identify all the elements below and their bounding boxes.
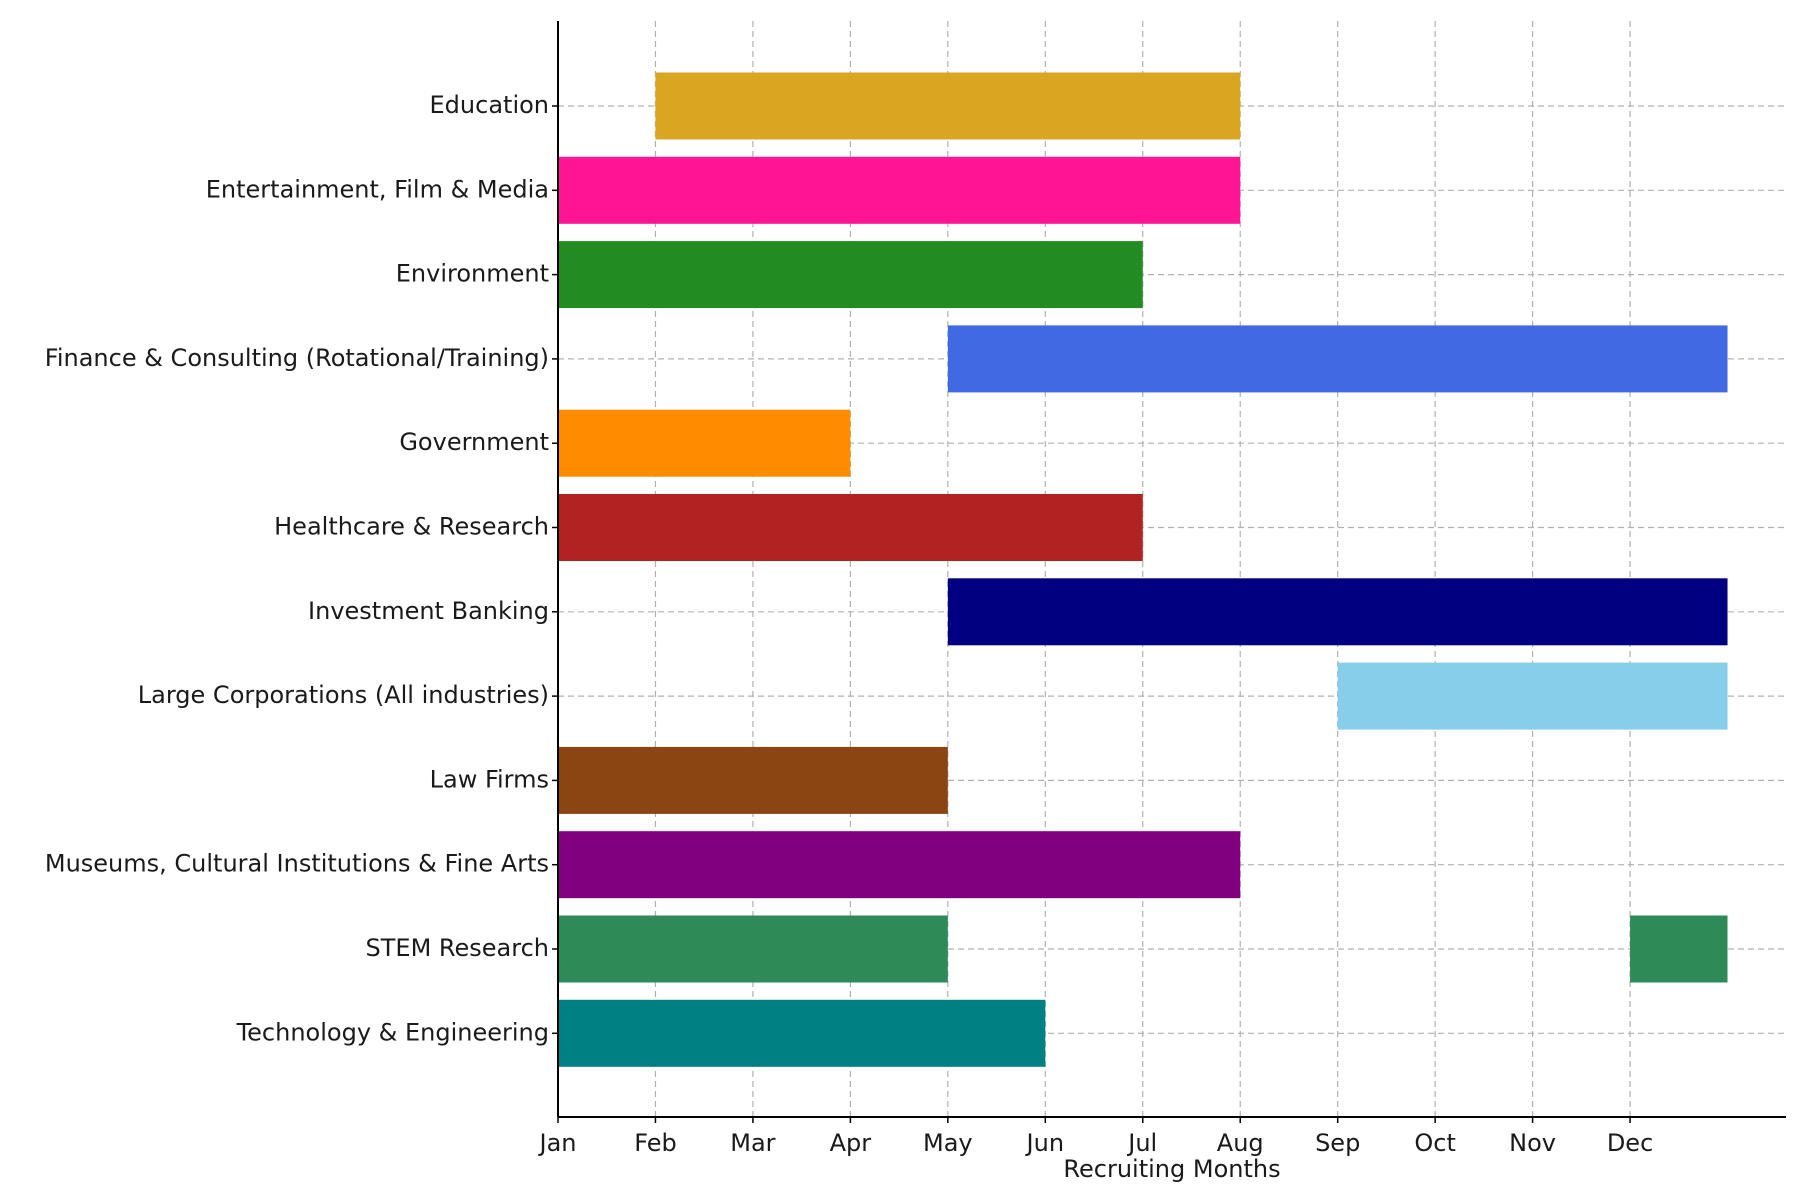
bar-technology-engineering-jan xyxy=(558,999,1046,1067)
y-tick-label-finance-consulting-rotational-training: Finance & Consulting (Rotational/Trainin… xyxy=(45,344,549,372)
x-tick-label-nov: Nov xyxy=(1509,1129,1556,1157)
bar-large-corporations-all-industries-sep xyxy=(1337,662,1728,730)
bar-museums-cultural-institutions-fine-arts-jan xyxy=(558,831,1241,899)
bar-investment-banking-may xyxy=(947,578,1728,646)
axes xyxy=(557,21,1786,1118)
y-tick-labels: Education Entertainment, Film & Media Envi… xyxy=(45,91,558,1046)
y-tick-label-museums-cultural-institutions-fine-arts: Museums, Cultural Institutions & Fine Ar… xyxy=(45,850,549,878)
x-tick-label-oct: Oct xyxy=(1414,1129,1456,1157)
x-tick-label-mar: Mar xyxy=(730,1129,775,1157)
y-tick-label-education: Education xyxy=(430,91,549,119)
x-tick-label-feb: Feb xyxy=(634,1129,677,1157)
bar-entertainment-film-media-jan xyxy=(558,156,1241,224)
x-tick-label-jul: Jul xyxy=(1126,1129,1157,1157)
bar-finance-consulting-rotational-training-may xyxy=(947,325,1728,393)
x-tick-label-sep: Sep xyxy=(1315,1129,1360,1157)
y-tick-label-large-corporations-all-industries: Large Corporations (All industries) xyxy=(138,681,549,709)
bar-government-jan xyxy=(558,409,851,477)
bar-environment-jan xyxy=(558,241,1143,309)
y-tick-label-investment-banking: Investment Banking xyxy=(308,597,549,625)
y-tick-label-healthcare-research: Healthcare & Research xyxy=(274,513,549,541)
bars xyxy=(558,72,1728,1067)
y-tick-label-law-firms: Law Firms xyxy=(430,765,549,793)
y-tick-label-entertainment-film-media: Entertainment, Film & Media xyxy=(206,175,549,203)
x-axis-title: Recruiting Months xyxy=(1063,1155,1280,1183)
bar-education-feb xyxy=(655,72,1241,140)
x-tick-label-jan: Jan xyxy=(538,1129,577,1157)
x-tick-label-aug: Aug xyxy=(1217,1129,1264,1157)
y-tick-label-government: Government xyxy=(399,428,549,456)
y-tick-label-technology-engineering: Technology & Engineering xyxy=(236,1018,549,1046)
bar-stem-research-dec xyxy=(1630,915,1728,983)
y-tick-label-environment: Environment xyxy=(396,260,549,288)
bar-law-firms-jan xyxy=(558,746,948,814)
x-tick-label-dec: Dec xyxy=(1607,1129,1653,1157)
x-tick-label-apr: Apr xyxy=(830,1129,872,1157)
bar-healthcare-research-jan xyxy=(558,494,1143,561)
y-tick-label-stem-research: STEM Research xyxy=(366,934,549,962)
x-tick-labels: Jan Feb Mar Apr May Jun Jul Aug Sep Oct Nov Dec xyxy=(538,1117,1653,1157)
x-tick-label-may: May xyxy=(923,1129,973,1157)
bar-stem-research-jan xyxy=(558,915,948,983)
x-tick-label-jun: Jun xyxy=(1025,1129,1065,1157)
